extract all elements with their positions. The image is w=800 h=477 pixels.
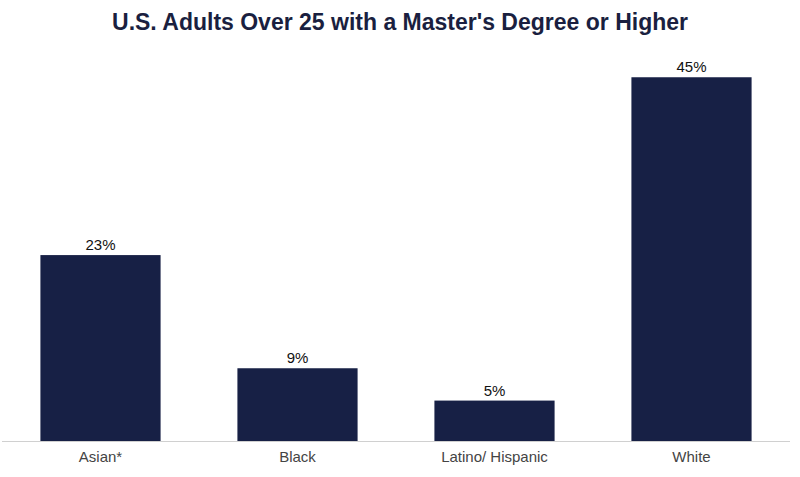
page: {"chart_data": {"type": "bar", "title": …: [0, 0, 800, 477]
chart-title: U.S. Adults Over 25 with a Master's Degr…: [112, 9, 688, 35]
x-axis-line: [2, 441, 790, 442]
data-label: 9%: [287, 349, 309, 366]
bar: [434, 401, 554, 441]
chart-svg: U.S. Adults Over 25 with a Master's Degr…: [0, 0, 800, 477]
data-label: 5%: [484, 382, 506, 399]
x-tick-label: White: [672, 448, 710, 465]
bar: [631, 77, 751, 441]
bar: [237, 368, 357, 441]
x-tick-label: Latino/ Hispanic: [441, 448, 548, 465]
bars: [40, 77, 751, 441]
data-label: 23%: [85, 236, 115, 253]
chart-container: U.S. Adults Over 25 with a Master's Degr…: [0, 0, 800, 477]
bar: [40, 255, 160, 441]
data-label: 45%: [676, 58, 706, 75]
x-tick-label: Black: [279, 448, 316, 465]
x-tick-label: Asian*: [79, 448, 123, 465]
